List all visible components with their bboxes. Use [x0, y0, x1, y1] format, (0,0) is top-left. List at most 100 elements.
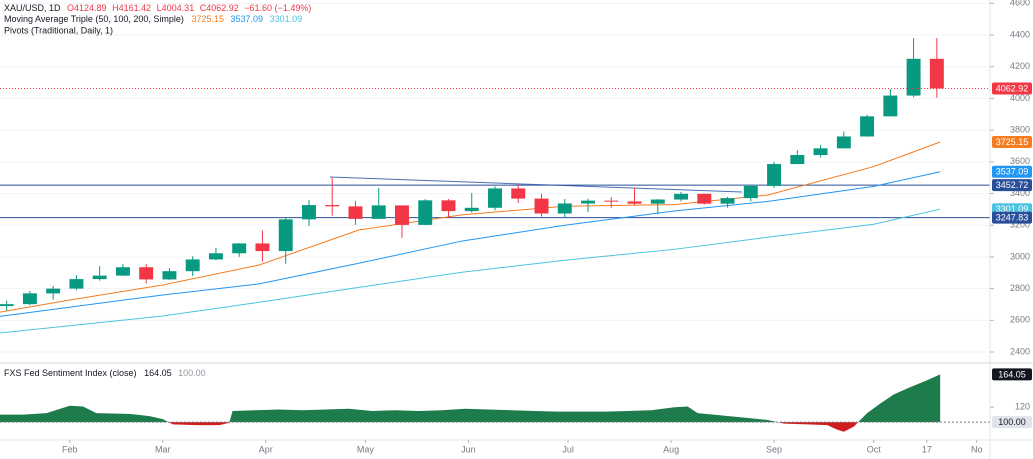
symbol: XAU/USD, 1D [4, 3, 61, 13]
y-tick-label: 120 [1015, 402, 1030, 412]
candle-body [650, 199, 665, 204]
candle-body [534, 198, 549, 214]
price-badge [992, 211, 1032, 224]
ma-value: 3537.09 [231, 14, 264, 24]
candle-body [185, 259, 200, 272]
price-pane [0, 38, 990, 334]
candle-body [0, 304, 14, 307]
sentiment-pane [0, 374, 990, 432]
price-scale: 2400 2600 2800 3000 3200 3400 3600 3800 4000 4200… [990, 0, 1030, 412]
x-tick-label: Aug [663, 444, 679, 454]
change: −61.60 (−1.49%) [244, 3, 311, 13]
candle-body [418, 200, 433, 225]
moving-average [0, 208, 941, 334]
candle-body [883, 95, 898, 117]
x-tick-label: Oct [867, 444, 882, 454]
candle-body [767, 164, 782, 186]
ma-value: 3725.15 [191, 14, 224, 24]
sentiment-legend: FXS Fed Sentiment Index (close) 164.05 1… [4, 368, 206, 378]
candle-body [511, 188, 526, 199]
candle-body [581, 200, 595, 204]
candle-body [301, 205, 316, 220]
candle-body [557, 203, 572, 214]
sentiment-title: FXS Fed Sentiment Index (close) [4, 368, 137, 378]
candle-body [929, 58, 944, 89]
candle-body [813, 148, 828, 156]
y-tick-label: 2600 [1010, 315, 1030, 325]
pivots-legend: Pivots (Traditional, Daily, 1) [4, 25, 113, 35]
candle-body [92, 275, 107, 280]
candle-body [743, 185, 758, 199]
x-tick-label: No [971, 444, 983, 454]
y-tick-label: 3800 [1010, 124, 1030, 134]
open: O4124.89 [67, 3, 107, 13]
x-tick-label: Jul [562, 444, 574, 454]
y-tick-label: 2800 [1010, 283, 1030, 293]
x-tick-label: Apr [259, 444, 273, 454]
price-badge-label: 4062.92 [996, 83, 1029, 93]
candle-body [232, 243, 247, 254]
x-tick-label: 17 [922, 444, 932, 454]
x-tick-label: Sep [766, 444, 782, 454]
ma-value: 3301.09 [270, 14, 303, 24]
low: L4004.31 [157, 3, 195, 13]
moving-average [0, 141, 941, 313]
candle-body [604, 200, 619, 202]
y-tick-label: 3600 [1010, 156, 1030, 166]
y-tick-label: 3000 [1010, 251, 1030, 261]
candle-body [790, 155, 805, 165]
baseline-badge-label: 100.00 [998, 417, 1026, 427]
value-badge-label: 164.05 [998, 369, 1026, 379]
y-tick-label: 3200 [1010, 220, 1030, 230]
baseline-badge [992, 416, 1032, 429]
price-badge-label: 3452.72 [996, 180, 1029, 190]
x-tick-label: Mar [155, 444, 171, 454]
x-tick-label: Jun [461, 444, 476, 454]
y-tick-label: 3400 [1010, 188, 1030, 198]
trend-line [329, 176, 743, 193]
candle-body [464, 207, 479, 212]
candle-body [208, 253, 223, 260]
area-below [0, 422, 941, 432]
value-badge [992, 368, 1032, 381]
candle-body [278, 219, 293, 252]
price-badge [992, 82, 1032, 95]
y-tick-label: 4400 [1010, 29, 1030, 39]
y-tick-label: 2400 [1010, 346, 1030, 356]
candle-body [627, 201, 642, 204]
candle-body [115, 267, 130, 276]
indicator-legend: Moving Average Triple (50, 100, 200, Sim… [4, 14, 302, 24]
legend-header: XAU/USD, 1D O4124.89 H4161.42 L4004.31 C… [4, 3, 311, 13]
candle-body [22, 293, 37, 305]
price-badge-label: 3247.83 [996, 213, 1029, 223]
x-tick-label: Feb [62, 444, 78, 454]
candle-body [836, 136, 851, 149]
candle-body [255, 243, 270, 252]
y-tick-label: 4600 [1010, 0, 1030, 8]
indicator-title: Moving Average Triple (50, 100, 200, Sim… [4, 14, 184, 24]
candle-body [348, 206, 363, 219]
y-tick-label: 4000 [1010, 93, 1030, 103]
candle-body [488, 188, 502, 208]
x-tick-label: May [357, 444, 375, 454]
y-tick-label: 4200 [1010, 61, 1030, 71]
candle-body [46, 288, 61, 294]
close: C4062.92 [200, 3, 239, 13]
candle-body [69, 279, 84, 289]
candle-body [720, 198, 735, 204]
price-badges: 4062.92 3725.15 3537.09 3301.09 3452.72 3247.… [992, 82, 1032, 429]
moving-average [0, 171, 941, 317]
price-badge [992, 165, 1032, 178]
price-badge [992, 135, 1032, 148]
candle-body [674, 193, 689, 200]
candle-body [441, 200, 456, 212]
candle-body [162, 271, 177, 280]
price-badge-label: 3537.09 [996, 167, 1029, 177]
sentiment-value: 164.05 [144, 368, 172, 378]
price-badge-label: 3301.09 [996, 204, 1029, 214]
baseline-value: 100.00 [178, 368, 206, 378]
candle-body [860, 116, 875, 137]
candle-body [906, 58, 921, 96]
